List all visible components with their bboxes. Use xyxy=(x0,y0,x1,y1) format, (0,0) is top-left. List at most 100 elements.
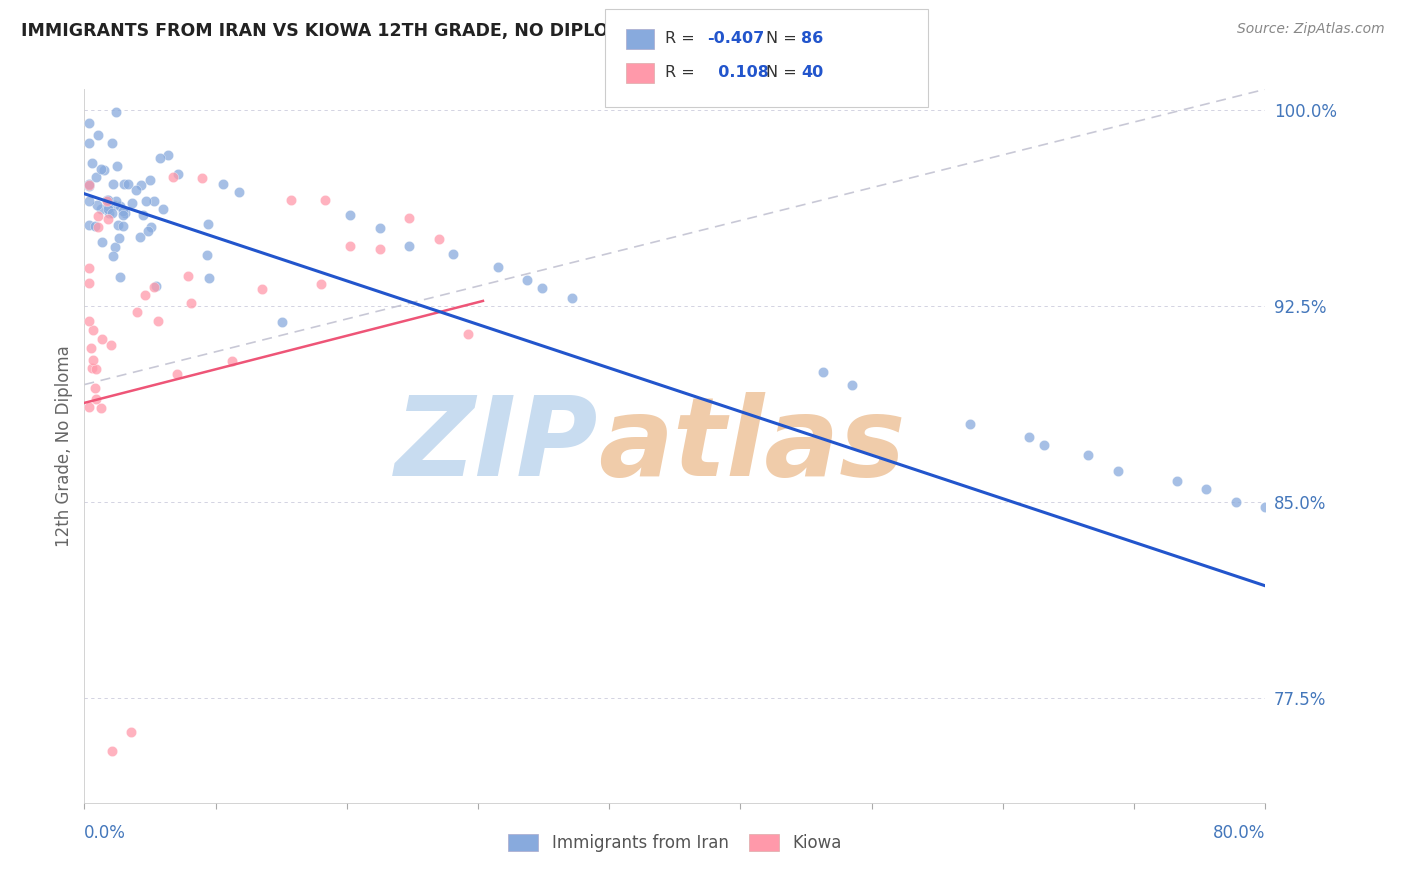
Point xyxy=(80,360,103,375)
Point xyxy=(84,381,107,395)
Point xyxy=(148,314,170,328)
Point xyxy=(97,193,120,207)
Point xyxy=(96,194,118,208)
Point xyxy=(77,400,100,414)
Text: 0.0%: 0.0% xyxy=(84,823,127,842)
Point xyxy=(77,276,100,290)
Text: -0.407: -0.407 xyxy=(707,31,765,45)
Text: Source: ZipAtlas.com: Source: ZipAtlas.com xyxy=(1237,22,1385,37)
Point xyxy=(1018,430,1040,444)
Point xyxy=(97,211,120,226)
Point xyxy=(104,194,127,209)
Point xyxy=(108,270,131,285)
Point xyxy=(1166,475,1188,489)
Point xyxy=(309,277,332,292)
Point xyxy=(77,261,100,276)
Point xyxy=(959,417,981,431)
Point xyxy=(228,186,250,200)
Point xyxy=(197,271,219,285)
Point xyxy=(162,170,184,185)
Point xyxy=(167,167,190,181)
Point xyxy=(84,362,107,376)
Text: atlas: atlas xyxy=(598,392,905,500)
Point xyxy=(339,239,361,253)
Point xyxy=(97,198,120,212)
Point xyxy=(77,178,100,192)
Point xyxy=(139,173,162,187)
Y-axis label: 12th Grade, No Diploma: 12th Grade, No Diploma xyxy=(55,345,73,547)
Point xyxy=(1254,500,1277,515)
Text: 40: 40 xyxy=(801,65,824,79)
Point xyxy=(105,159,128,173)
Point xyxy=(368,242,391,256)
Point xyxy=(270,315,292,329)
Point xyxy=(98,206,121,220)
Point xyxy=(77,194,100,209)
Point xyxy=(80,155,103,169)
Point xyxy=(101,743,124,757)
Point xyxy=(90,235,112,249)
Point xyxy=(97,202,120,217)
Point xyxy=(86,198,108,212)
Point xyxy=(89,202,111,217)
Text: 86: 86 xyxy=(801,31,824,45)
Point xyxy=(117,177,139,191)
Text: N =: N = xyxy=(766,65,803,79)
Point xyxy=(90,401,112,415)
Point xyxy=(136,224,159,238)
Point xyxy=(398,239,420,253)
Point xyxy=(132,208,155,222)
Point xyxy=(121,195,143,210)
Point xyxy=(197,217,219,231)
Point xyxy=(280,193,302,207)
Point xyxy=(314,193,336,207)
Point xyxy=(87,209,110,223)
Point xyxy=(195,248,218,262)
Point xyxy=(211,177,233,191)
Point xyxy=(100,338,122,352)
Point xyxy=(135,194,157,208)
Point xyxy=(104,240,127,254)
Point xyxy=(157,147,180,161)
Point xyxy=(127,304,149,318)
Point xyxy=(443,247,465,261)
Point xyxy=(1033,438,1056,452)
Point xyxy=(145,279,167,293)
Point xyxy=(128,229,150,244)
Point xyxy=(134,288,156,302)
Point xyxy=(139,219,162,234)
Point xyxy=(250,282,273,296)
Point xyxy=(96,194,118,208)
Point xyxy=(339,208,361,222)
Point xyxy=(427,232,450,246)
Point xyxy=(368,220,391,235)
Point xyxy=(90,333,112,347)
Point xyxy=(101,249,124,263)
Point xyxy=(84,169,107,184)
Point xyxy=(114,206,136,220)
Point xyxy=(1195,482,1218,496)
Point xyxy=(143,194,166,208)
Point xyxy=(77,177,100,191)
Point xyxy=(105,105,128,120)
Point xyxy=(516,273,538,287)
Point xyxy=(112,178,135,192)
Point xyxy=(1077,448,1099,462)
Point xyxy=(108,231,131,245)
Point xyxy=(77,218,100,232)
Point xyxy=(125,183,148,197)
Point xyxy=(531,281,554,295)
Point xyxy=(111,219,134,233)
Point xyxy=(82,352,104,367)
Point xyxy=(80,341,103,355)
Point xyxy=(486,260,509,274)
Text: R =: R = xyxy=(665,65,700,79)
Point xyxy=(84,392,107,407)
Point xyxy=(107,218,129,232)
Text: R =: R = xyxy=(665,31,700,45)
Point xyxy=(221,354,243,368)
Point xyxy=(131,178,153,193)
Point xyxy=(83,219,105,234)
Point xyxy=(398,211,420,226)
Point xyxy=(101,136,124,151)
